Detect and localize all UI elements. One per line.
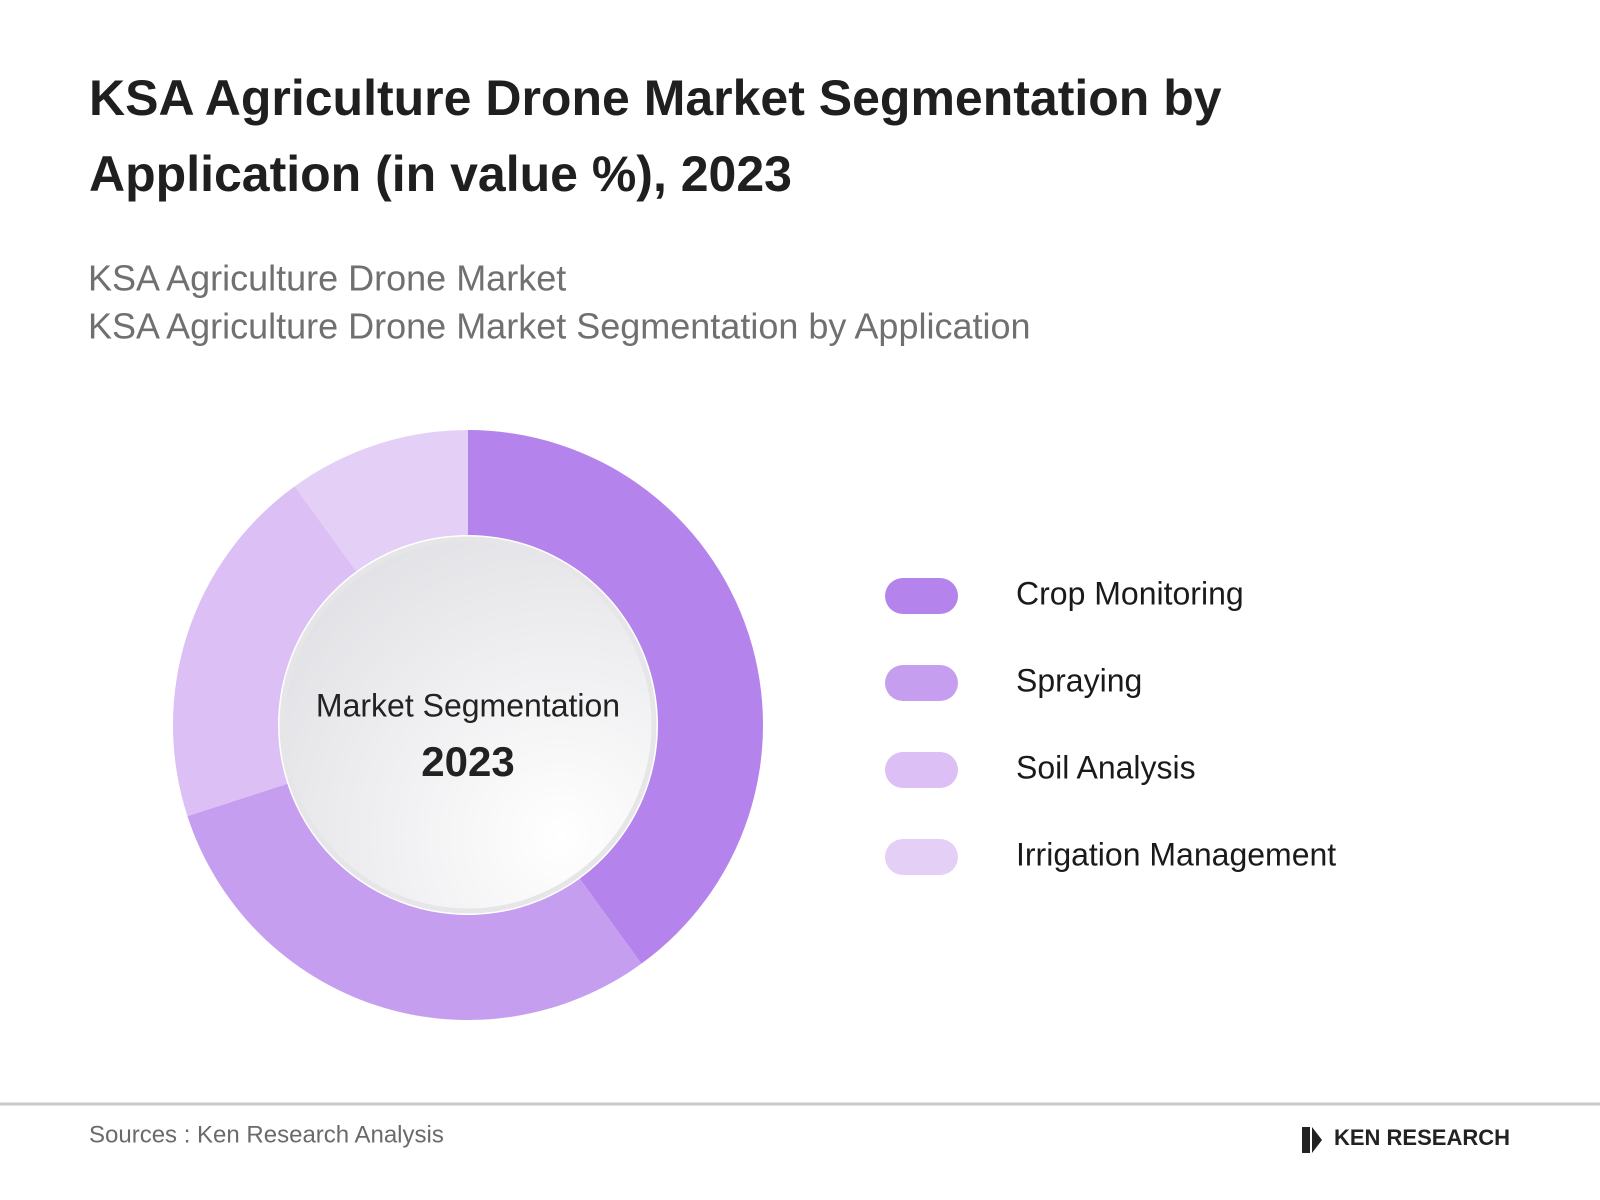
legend-label: Irrigation Management (1016, 836, 1336, 872)
donut-slice (173, 486, 357, 817)
legend-label: Spraying (1016, 662, 1142, 698)
donut-slice (187, 783, 642, 1021)
center-year: 2023 (421, 738, 514, 785)
donut (173, 430, 764, 1021)
legend-swatch (885, 578, 958, 614)
subtitle-line: KSA Agriculture Drone Market (88, 258, 566, 299)
legend-swatch (885, 665, 958, 701)
center-disc (279, 536, 657, 914)
brand-logo (1302, 1127, 1322, 1153)
legend-swatch (885, 752, 958, 788)
source: Sources : Ken Research Analysis (89, 1121, 444, 1148)
donut-slice (468, 430, 764, 964)
brand: KEN RESEARCH (1334, 1125, 1510, 1150)
center-label: Market Segmentation (316, 687, 620, 723)
subtitle-line: KSA Agriculture Drone Market Segmentatio… (88, 306, 1031, 347)
donut-slice (294, 430, 468, 572)
title-line: Application (in value %), 2023 (89, 146, 792, 202)
legend-swatch (885, 839, 958, 875)
legend: Crop Monitoring Spraying Soil Analysis Irri… (885, 575, 1336, 875)
title-line: KSA Agriculture Drone Market Segmentatio… (89, 70, 1222, 126)
legend-label: Crop Monitoring (1016, 575, 1244, 611)
legend-label: Soil Analysis (1016, 749, 1196, 785)
